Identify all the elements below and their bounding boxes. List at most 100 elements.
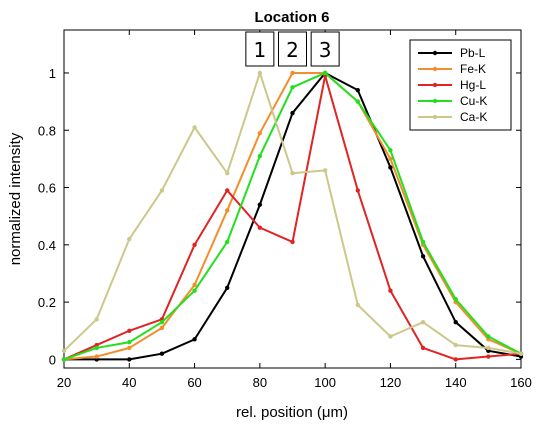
data-point — [355, 188, 360, 193]
series-ca-k — [61, 70, 524, 356]
data-point — [192, 242, 197, 248]
legend-item-hg-l: Hg-L — [418, 78, 486, 92]
legend-label: Fe-K — [460, 62, 486, 76]
data-point — [257, 153, 263, 159]
data-point — [192, 125, 197, 130]
legend-item-fe-k: Fe-K — [418, 62, 486, 76]
legend-label: Pb-L — [460, 46, 486, 60]
y-tick-label: 0.2 — [38, 295, 56, 310]
data-point — [388, 148, 393, 153]
data-point — [420, 319, 426, 325]
data-point — [290, 171, 295, 176]
data-point — [257, 202, 263, 207]
y-tick-label: 1 — [49, 66, 56, 81]
chart-title: Location 6 — [254, 9, 329, 26]
data-point — [127, 328, 132, 333]
data-point — [290, 239, 295, 245]
y-tick-label: 0.6 — [38, 181, 56, 196]
y-ticks: 0 0.2 0.4 0.6 0.8 1 — [38, 66, 521, 367]
data-point — [94, 317, 99, 322]
data-point — [192, 337, 197, 342]
data-point — [453, 319, 458, 325]
data-point — [355, 87, 360, 93]
x-tick-label: 20 — [57, 375, 71, 390]
legend-marker — [432, 98, 438, 104]
annotation-label: 1 — [253, 38, 266, 62]
data-point — [420, 345, 426, 351]
annotation-label: 3 — [319, 38, 332, 62]
legend-item-pb-l: Pb-L — [418, 46, 486, 60]
annotation-box-3: 3 — [310, 31, 340, 67]
data-point — [257, 70, 263, 76]
data-point — [388, 156, 393, 162]
data-point — [225, 239, 230, 245]
legend-marker — [432, 50, 438, 56]
data-point — [518, 351, 524, 356]
series-pb-l — [61, 70, 524, 362]
x-tick-label: 140 — [445, 375, 467, 390]
legend-marker — [432, 82, 438, 88]
data-point — [290, 70, 295, 76]
x-tick-label: 60 — [187, 375, 201, 390]
data-point — [94, 354, 99, 359]
data-point — [322, 70, 328, 76]
legend: Pb-L Fe-K Hg-L Cu-K Ca-K — [409, 39, 512, 131]
data-point — [355, 302, 360, 308]
data-point — [257, 225, 263, 230]
y-tick-label: 0.8 — [38, 123, 56, 138]
annotation-label: 2 — [286, 38, 299, 62]
y-axis-label: normalized intensity — [7, 132, 24, 265]
data-point — [127, 345, 132, 351]
data-point — [257, 130, 263, 136]
data-point — [127, 340, 132, 345]
data-point — [225, 171, 230, 176]
data-point — [420, 254, 426, 259]
x-tick-label: 80 — [253, 375, 267, 390]
data-point — [192, 282, 197, 288]
x-ticks: 20 40 60 80 100 120 140 160 — [57, 30, 532, 390]
data-point — [453, 297, 458, 302]
annotation-frame — [278, 31, 307, 67]
data-point — [225, 208, 230, 213]
data-point — [127, 236, 132, 242]
annotation-frame — [310, 31, 340, 67]
data-point — [127, 357, 132, 362]
x-tick-label: 120 — [380, 375, 402, 390]
data-point — [290, 85, 295, 90]
annotation-box-2: 2 — [278, 31, 307, 67]
data-point — [159, 188, 165, 193]
data-point — [388, 334, 393, 339]
data-point — [225, 188, 230, 193]
legend-label: Cu-K — [460, 94, 487, 108]
data-point — [388, 165, 393, 170]
legend-marker — [432, 66, 438, 72]
data-point — [322, 168, 328, 173]
data-point — [290, 110, 295, 116]
x-tick-label: 100 — [314, 375, 336, 390]
data-point — [192, 288, 197, 293]
data-point — [225, 285, 230, 290]
data-point — [388, 288, 393, 293]
x-tick-label: 160 — [510, 375, 532, 390]
legend-label: Hg-L — [460, 78, 486, 92]
data-point — [159, 351, 165, 356]
data-point — [94, 345, 99, 351]
legend-item-ca-k: Ca-K — [418, 110, 487, 124]
y-tick-label: 0 — [49, 352, 56, 367]
data-point — [486, 354, 491, 359]
data-point — [159, 325, 165, 331]
legend-marker — [432, 114, 438, 120]
data-point — [61, 357, 67, 362]
data-point — [486, 345, 491, 351]
data-point — [453, 357, 458, 362]
annotation-frame — [245, 31, 275, 67]
x-tick-label: 40 — [122, 375, 136, 390]
legend-item-cu-k: Cu-K — [418, 94, 487, 108]
x-axis-label: rel. position (μm) — [236, 404, 348, 421]
legend-label: Ca-K — [460, 110, 487, 124]
y-tick-label: 0.4 — [38, 238, 56, 253]
data-point — [453, 342, 458, 348]
data-point — [61, 348, 67, 354]
data-point — [486, 334, 491, 339]
